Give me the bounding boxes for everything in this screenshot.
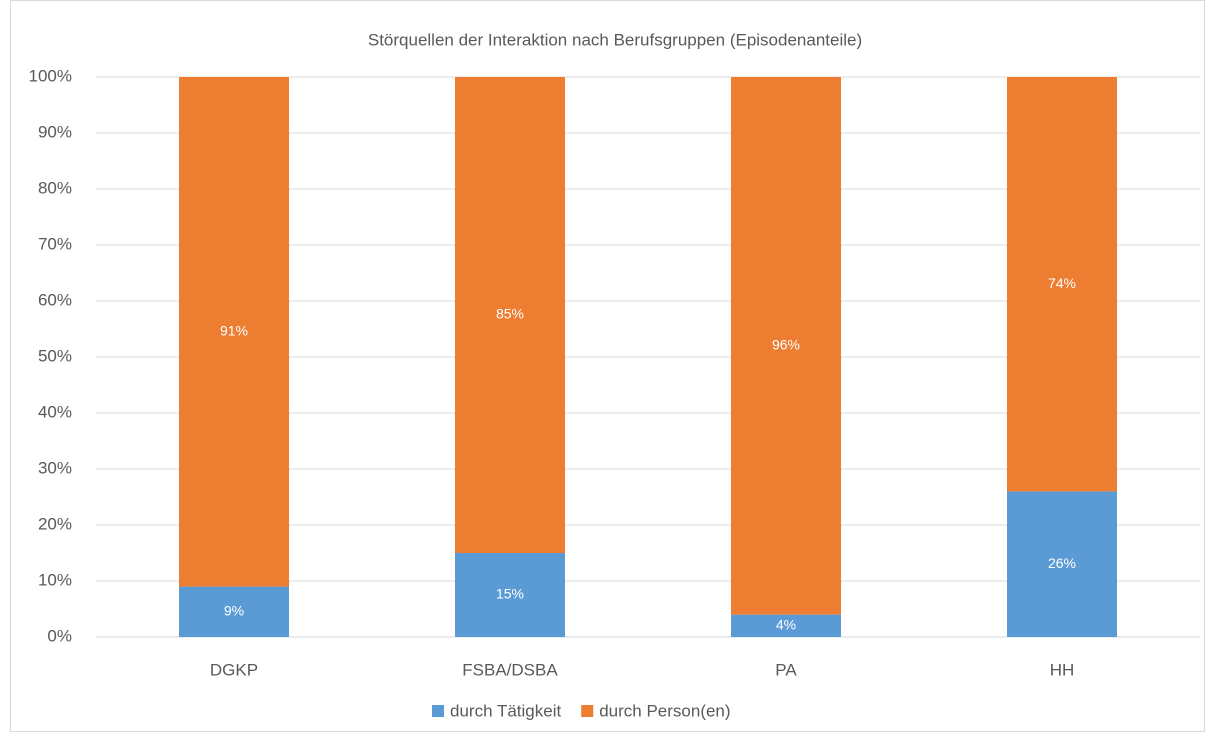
bar-segment [179, 77, 289, 587]
data-label: 15% [496, 586, 524, 602]
y-tick-label: 50% [38, 346, 72, 365]
legend-label: durch Person(en) [599, 701, 730, 720]
x-tick-label: FSBA/DSBA [462, 660, 558, 679]
legend-label: durch Tätigkeit [450, 701, 561, 720]
data-label: 96% [772, 337, 800, 353]
data-label: 26% [1048, 555, 1076, 571]
x-tick-label: DGKP [210, 660, 258, 679]
bar-segment [731, 614, 841, 637]
data-label: 4% [776, 617, 796, 633]
y-tick-label: 100% [29, 66, 72, 85]
y-tick-label: 0% [47, 626, 72, 645]
data-label: 91% [220, 323, 248, 339]
y-tick-label: 10% [38, 570, 72, 589]
data-label: 9% [224, 603, 244, 619]
data-label: 85% [496, 306, 524, 322]
bar-segment [731, 77, 841, 615]
legend-swatch [432, 705, 444, 717]
data-label: 74% [1048, 275, 1076, 291]
y-tick-label: 60% [38, 290, 72, 309]
x-tick-label: PA [775, 660, 797, 679]
y-tick-label: 30% [38, 458, 72, 477]
y-tick-label: 70% [38, 234, 72, 253]
legend-swatch [581, 705, 594, 717]
x-tick-label: HH [1050, 660, 1075, 679]
bar-segment [179, 586, 289, 637]
bar-segment [455, 77, 565, 553]
y-tick-label: 20% [38, 514, 72, 533]
bar-segment [1007, 491, 1117, 637]
bar-segment [1007, 77, 1117, 492]
bar-segment [455, 553, 565, 637]
y-tick-label: 40% [38, 402, 72, 421]
y-tick-label: 80% [38, 178, 72, 197]
chart-title: Störquellen der Interaktion nach Berufsg… [368, 30, 862, 49]
y-tick-label: 90% [38, 122, 72, 141]
